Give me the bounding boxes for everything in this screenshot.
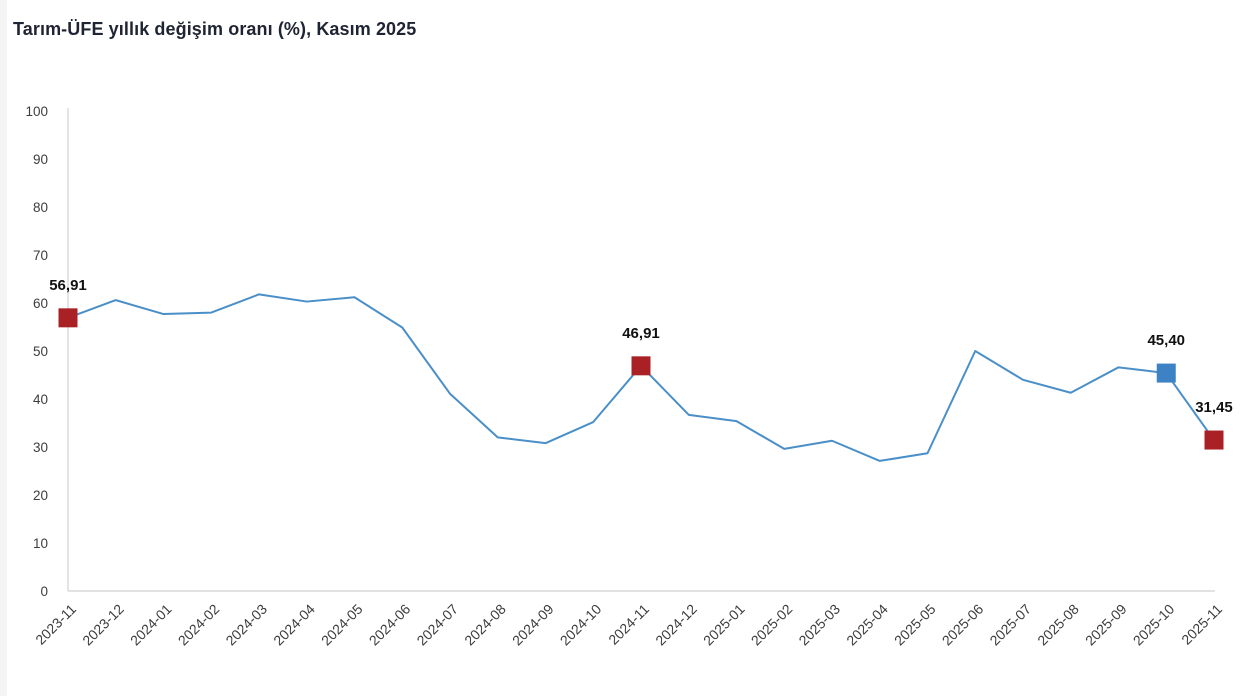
data-point-marker[interactable] xyxy=(58,308,78,328)
y-axis-tick-label: 10 xyxy=(33,536,48,551)
x-axis-tick-label: 2025-08 xyxy=(1034,601,1082,649)
y-axis-tick-label: 60 xyxy=(33,296,48,311)
y-axis-tick-label: 100 xyxy=(25,104,48,119)
x-axis-tick-label: 2025-03 xyxy=(795,601,843,649)
x-axis-tick-label: 2024-10 xyxy=(557,601,605,649)
y-axis-tick-label: 30 xyxy=(33,440,48,455)
x-axis-tick-label: 2025-09 xyxy=(1082,601,1130,649)
data-point-marker[interactable] xyxy=(1204,430,1224,450)
x-axis-tick-label: 2025-05 xyxy=(891,601,939,649)
x-axis-tick-label: 2024-08 xyxy=(461,601,509,649)
y-axis-tick-label: 20 xyxy=(33,488,48,503)
x-axis-tick-label: 2024-04 xyxy=(270,601,318,649)
chart-title: Tarım-ÜFE yıllık değişim oranı (%), Kası… xyxy=(13,19,417,39)
data-point-label: 31,45 xyxy=(1195,399,1233,416)
x-axis-tick-label: 2024-05 xyxy=(318,601,366,649)
x-axis-tick-label: 2025-10 xyxy=(1130,601,1178,649)
page-edge-strip xyxy=(0,0,7,696)
x-axis-tick-label: 2025-02 xyxy=(748,601,796,649)
y-axis-tick-label: 50 xyxy=(33,344,48,359)
x-axis-tick-label: 2024-07 xyxy=(413,601,461,649)
y-axis-tick-label: 90 xyxy=(33,152,48,167)
x-axis-tick-label: 2023-12 xyxy=(79,601,127,649)
data-point-marker[interactable] xyxy=(1156,363,1176,383)
y-axis-tick-label: 80 xyxy=(33,200,48,215)
x-axis-tick-label: 2024-11 xyxy=(605,601,652,648)
x-axis-tick-label: 2024-06 xyxy=(366,601,414,649)
x-axis-tick-label: 2024-12 xyxy=(652,601,700,649)
x-axis-tick-label: 2023-11 xyxy=(32,601,79,648)
data-point-marker[interactable] xyxy=(631,356,651,376)
x-axis-tick-label: 2024-03 xyxy=(222,601,270,649)
x-axis-tick-label: 2024-02 xyxy=(175,601,223,649)
x-axis-tick-label: 2025-11 xyxy=(1178,601,1225,648)
x-axis-tick-label: 2025-07 xyxy=(986,601,1034,649)
data-point-label: 45,40 xyxy=(1147,332,1185,349)
series-line xyxy=(67,293,1215,462)
y-axis-tick-label: 40 xyxy=(33,392,48,407)
x-axis-tick-label: 2024-09 xyxy=(509,601,557,649)
x-axis-tick-label: 2025-01 xyxy=(700,601,748,649)
data-point-label: 46,91 xyxy=(622,325,660,342)
y-axis-tick-label: 70 xyxy=(33,248,48,263)
x-axis-tick-label: 2025-04 xyxy=(843,601,891,649)
data-point-label: 56,91 xyxy=(49,277,87,294)
x-axis-tick-label: 2024-01 xyxy=(127,601,175,649)
x-axis-tick-label: 2025-06 xyxy=(939,601,987,649)
y-axis-tick-label: 0 xyxy=(40,584,48,599)
